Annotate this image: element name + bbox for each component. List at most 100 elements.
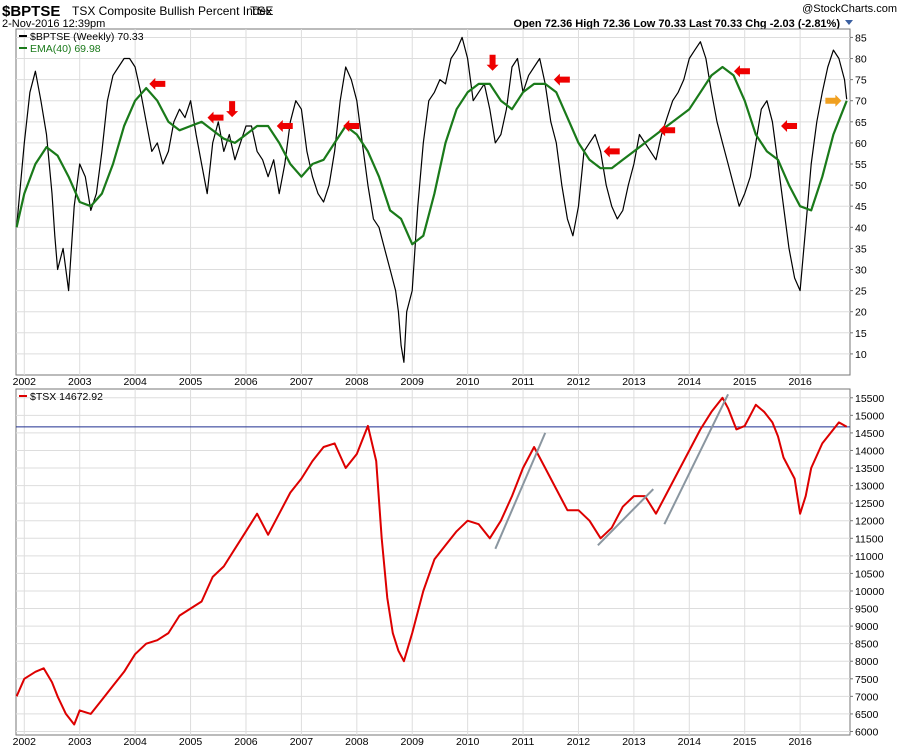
bpi-y-tick-label: 10	[855, 349, 867, 361]
tsx-x-tick-label: 2011	[512, 736, 535, 748]
arrow-left-marker	[553, 73, 570, 86]
bpi-y-axis: 10 15 20 25 30 35 40 45 50 55 60 65 70 75 80 85	[850, 32, 867, 361]
tsx-y-axis: 6000 6500 7000 7500 8000 8500 9000 9500 10000 105…	[850, 393, 884, 738]
quote-line: Open 72.36 High 72.36 Low 70.33 Last 70.…	[514, 18, 841, 30]
tsx-x-tick-label: 2010	[456, 736, 480, 748]
tsx-y-tick-label: 10000	[855, 586, 884, 598]
bpi-grid	[16, 29, 850, 375]
bpi-series-line-main	[16, 36, 848, 363]
symbol-title: $BPTSE	[2, 3, 60, 20]
tsx-series-line-main	[15, 396, 848, 726]
tsx-legend: $TSX 14672.92	[19, 391, 103, 403]
tsx-trend-line	[663, 393, 729, 525]
bpi-y-tick-label: 70	[855, 96, 867, 108]
bpi-y-tick-label: 85	[855, 32, 867, 44]
bpi-x-tick-label: 2015	[733, 376, 757, 388]
tsx-x-tick-label: 2002	[13, 736, 37, 748]
bpi-x-tick-label: 2006	[234, 376, 258, 388]
arrow-left-marker	[149, 77, 166, 90]
tsx-x-tick-label: 2003	[68, 736, 92, 748]
arrow-right-marker	[825, 94, 842, 107]
tsx-y-tick-label: 6000	[855, 726, 879, 738]
bpi-y-tick-label: 75	[855, 75, 867, 87]
bpi-x-axis: 2002 2003 2004 2005 2006 2007 2008 2009 2010 2011…	[13, 376, 812, 388]
tsx-x-tick-label: 2004	[123, 736, 147, 748]
bpi-series-line-ema	[15, 65, 848, 246]
index-name: TSX Composite Bullish Percent Index	[72, 4, 272, 18]
tsx-y-tick-label: 11500	[855, 533, 884, 545]
bpi-x-tick-label: 2016	[788, 376, 812, 388]
arrow-down-marker	[226, 101, 239, 118]
bpi-x-tick-label: 2009	[401, 376, 425, 388]
bpi-y-tick-label: 45	[855, 201, 867, 213]
tsx-x-tick-label: 2005	[179, 736, 203, 748]
tsx-x-tick-label: 2013	[622, 736, 646, 748]
tsx-y-tick-label: 15500	[855, 393, 884, 405]
tsx-x-tick-label: 2006	[234, 736, 258, 748]
tsx-y-tick-label: 7500	[855, 674, 879, 686]
bpi-x-tick-label: 2012	[567, 376, 591, 388]
tsx-y-tick-label: 11000	[855, 551, 884, 563]
bpi-x-tick-label: 2005	[179, 376, 203, 388]
tsx-y-tick-label: 7000	[855, 691, 879, 703]
arrow-down-marker	[486, 54, 499, 71]
bpi-y-tick-label: 40	[855, 222, 867, 234]
tsx-y-tick-label: 6500	[855, 709, 879, 721]
arrow-left-marker	[276, 120, 293, 133]
date-time: 2-Nov-2016 12:39pm	[2, 18, 105, 30]
bpi-plot	[15, 36, 848, 363]
tsx-x-tick-label: 2016	[788, 736, 812, 748]
bpi-legend-label: EMA(40) 69.98	[30, 43, 101, 55]
tsx-plot	[15, 393, 850, 726]
tsx-y-tick-label: 15000	[855, 410, 884, 422]
tsx-x-tick-label: 2008	[345, 736, 369, 748]
tsx-y-tick-label: 8500	[855, 639, 879, 651]
tsx-trend-line	[597, 488, 654, 547]
tsx-y-tick-label: 14000	[855, 445, 884, 457]
tsx-y-tick-label: 12000	[855, 516, 884, 528]
arrow-left-marker	[603, 145, 620, 158]
tsx-trend-line	[494, 432, 547, 550]
tsx-x-axis: 2002 2003 2004 2005 2006 2007 2008 2009 2010 2011…	[13, 736, 812, 748]
tsx-y-tick-label: 8000	[855, 656, 879, 668]
bpi-y-tick-label: 60	[855, 138, 867, 150]
bpi-x-tick-label: 2002	[13, 376, 37, 388]
tsx-x-tick-label: 2014	[678, 736, 702, 748]
tsx-y-tick-label: 9000	[855, 621, 879, 633]
tsx-y-tick-label: 9500	[855, 604, 879, 616]
tsx-y-tick-label: 10500	[855, 568, 884, 580]
bpi-x-tick-label: 2004	[123, 376, 147, 388]
tsx-legend-label: $TSX 14672.92	[30, 391, 103, 403]
bpi-y-tick-label: 35	[855, 243, 867, 255]
tsx-y-tick-label: 13000	[855, 481, 884, 493]
bpi-y-tick-label: 15	[855, 328, 867, 340]
tsx-x-tick-label: 2007	[290, 736, 314, 748]
bpi-y-tick-label: 55	[855, 159, 867, 171]
tsx-x-tick-label: 2015	[733, 736, 757, 748]
quote-dropdown-icon[interactable]	[845, 20, 853, 25]
bpi-x-tick-label: 2014	[678, 376, 702, 388]
tsx-y-tick-label: 12500	[855, 498, 884, 510]
bpi-y-tick-label: 20	[855, 307, 867, 319]
tsx-grid	[16, 389, 850, 735]
bpi-x-tick-label: 2007	[290, 376, 314, 388]
tsx-x-tick-label: 2009	[401, 736, 425, 748]
arrow-left-marker	[207, 111, 224, 124]
bpi-y-tick-label: 25	[855, 286, 867, 298]
arrow-left-marker	[781, 120, 798, 133]
bpi-x-tick-label: 2013	[622, 376, 646, 388]
tsx-x-tick-label: 2012	[567, 736, 591, 748]
tsx-y-tick-label: 14500	[855, 428, 884, 440]
bpi-x-tick-label: 2008	[345, 376, 369, 388]
exchange-label: TSE	[250, 4, 273, 18]
arrow-left-marker	[659, 124, 676, 137]
watermark: @StockCharts.com	[802, 3, 897, 15]
bpi-x-tick-label: 2010	[456, 376, 480, 388]
tsx-y-tick-label: 13500	[855, 463, 884, 475]
arrow-left-marker	[733, 65, 750, 78]
bpi-y-tick-label: 50	[855, 180, 867, 192]
bpi-x-tick-label: 2011	[512, 376, 535, 388]
bpi-legend-label: $BPTSE (Weekly) 70.33	[30, 31, 144, 43]
